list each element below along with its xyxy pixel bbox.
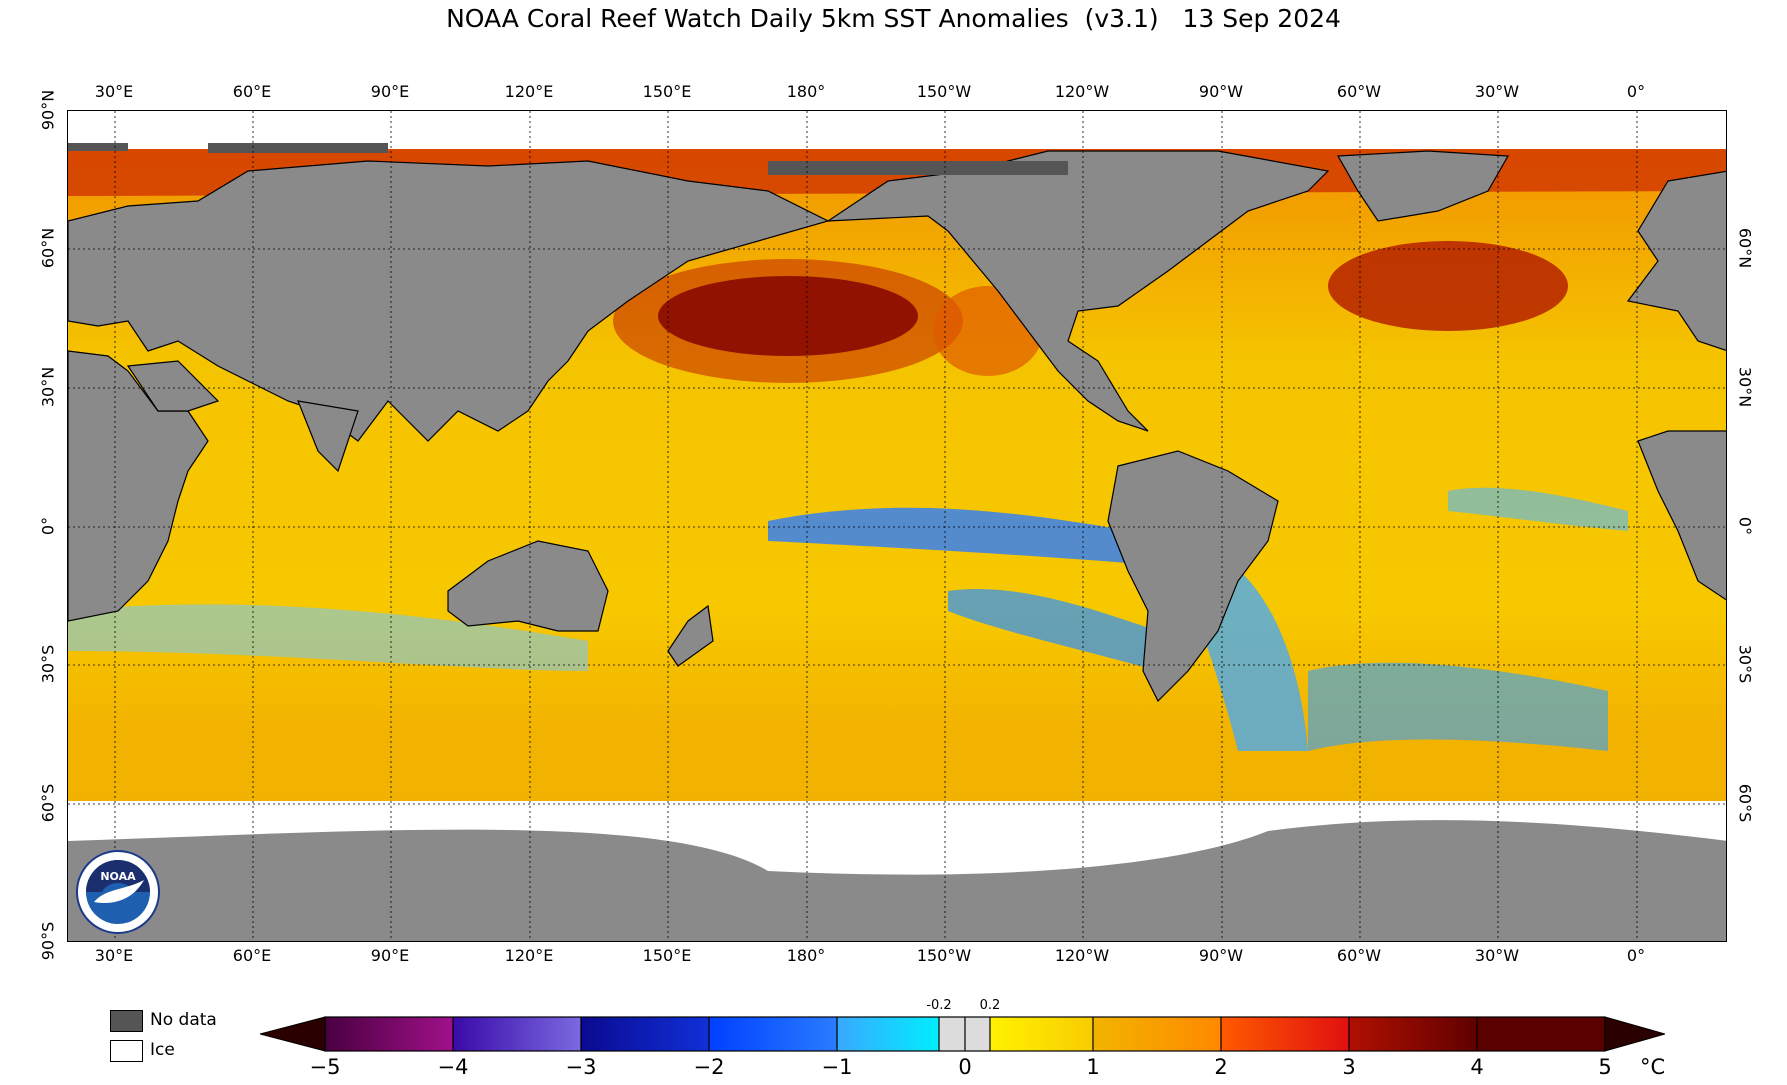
equatorial-cold-tongue xyxy=(768,507,1218,571)
lat-label-right: 30°S xyxy=(1735,644,1755,684)
lon-label-bottom: 90°E xyxy=(370,946,410,965)
colorbar-tick: 3 xyxy=(1342,1055,1356,1079)
southern-indian-cold-patch xyxy=(68,604,588,671)
lat-label-right: 60°N xyxy=(1735,227,1755,269)
lon-label-top: 90°W xyxy=(1198,82,1244,101)
lat-label-left: 60°N xyxy=(38,227,58,269)
colorbar-small-tick: 0.2 xyxy=(979,998,1001,1013)
sst-anomaly-map xyxy=(67,110,1727,942)
lon-label-top: 150°E xyxy=(642,82,692,101)
lon-label-bottom: 0° xyxy=(1626,946,1646,965)
lon-label-top: 180° xyxy=(786,82,826,101)
no-data-swatch xyxy=(110,1010,143,1032)
lon-label-bottom: 120°W xyxy=(1054,946,1110,965)
lon-label-bottom: 150°W xyxy=(916,946,972,965)
colorbar-tick: −4 xyxy=(437,1055,469,1079)
lon-label-bottom: 180° xyxy=(786,946,826,965)
colorbar-tick: −2 xyxy=(693,1055,725,1079)
colorbar-tick: −5 xyxy=(309,1055,341,1079)
australia-land xyxy=(447,540,609,632)
lat-label-right: 0° xyxy=(1735,516,1755,536)
lon-label-top: 0° xyxy=(1626,82,1646,101)
lat-label-left: 60°S xyxy=(38,783,58,823)
map-title: NOAA Coral Reef Watch Daily 5km SST Anom… xyxy=(446,4,1341,33)
lon-label-bottom: 120°E xyxy=(504,946,554,965)
lat-label-left: 30°N xyxy=(38,366,58,408)
colorbar-tick: 0 xyxy=(958,1055,972,1079)
no-data-label: No data xyxy=(150,1010,217,1030)
land-masses xyxy=(68,150,1726,703)
europe-land-east xyxy=(1626,170,1726,351)
lon-label-top: 60°E xyxy=(232,82,272,101)
lon-label-top: 120°W xyxy=(1054,82,1110,101)
lon-label-bottom: 150°E xyxy=(642,946,692,965)
colorbar-tick: 2 xyxy=(1214,1055,1228,1079)
ice-swatch xyxy=(110,1040,143,1062)
ice-north xyxy=(68,111,1726,149)
lat-label-right: 60°S xyxy=(1735,783,1755,823)
lon-label-bottom: 60°E xyxy=(232,946,272,965)
colorbar-tick: 1 xyxy=(1086,1055,1100,1079)
colorbar-tick: 4 xyxy=(1470,1055,1484,1079)
lon-label-top: 150°W xyxy=(916,82,972,101)
lat-label-left: 90°N xyxy=(38,89,58,131)
lon-label-bottom: 60°W xyxy=(1336,946,1382,965)
lon-label-top: 30°W xyxy=(1474,82,1520,101)
lon-label-top: 90°E xyxy=(370,82,410,101)
new-zealand-land xyxy=(667,604,714,667)
no-data-areas xyxy=(68,143,1068,175)
lon-label-top: 30°E xyxy=(94,82,134,101)
south-pacific-cold-patch xyxy=(948,589,1158,671)
colorbar-tick: 5 xyxy=(1598,1055,1612,1079)
north-america-land xyxy=(825,150,1330,432)
india-land xyxy=(297,400,359,473)
lon-label-bottom: 30°E xyxy=(94,946,134,965)
noaa-logo-icon: NOAA xyxy=(76,850,160,934)
lat-label-left: 0° xyxy=(38,516,58,536)
graticule xyxy=(68,111,1726,941)
lon-label-bottom: 90°W xyxy=(1198,946,1244,965)
eurasia-land xyxy=(68,160,830,442)
africa-land xyxy=(68,350,209,622)
lat-label-left: 30°S xyxy=(38,644,58,684)
lon-label-top: 60°W xyxy=(1336,82,1382,101)
lat-label-left: 90°S xyxy=(38,921,58,961)
colorbar-unit: °C xyxy=(1640,1055,1666,1079)
map-graphic xyxy=(68,111,1726,941)
colorbar-tick: −3 xyxy=(565,1055,597,1079)
colorbar-small-tick: -0.2 xyxy=(926,998,952,1013)
colorbar-tick: −1 xyxy=(821,1055,853,1079)
lat-label-right: 30°N xyxy=(1735,366,1755,408)
lon-label-top: 120°E xyxy=(504,82,554,101)
ice-label: Ice xyxy=(150,1040,175,1060)
south-atlantic-cold-patch xyxy=(1308,662,1608,751)
antarctica-land xyxy=(68,820,1726,941)
logo-text: NOAA xyxy=(100,870,136,883)
africa-land-east xyxy=(1637,430,1726,601)
colorbar xyxy=(260,1016,1665,1052)
south-america-land xyxy=(1107,450,1279,703)
arabia-land xyxy=(126,360,220,412)
greenland-land xyxy=(1336,150,1509,222)
north-atlantic-hot-spot xyxy=(1328,241,1568,331)
lon-label-bottom: 30°W xyxy=(1474,946,1520,965)
